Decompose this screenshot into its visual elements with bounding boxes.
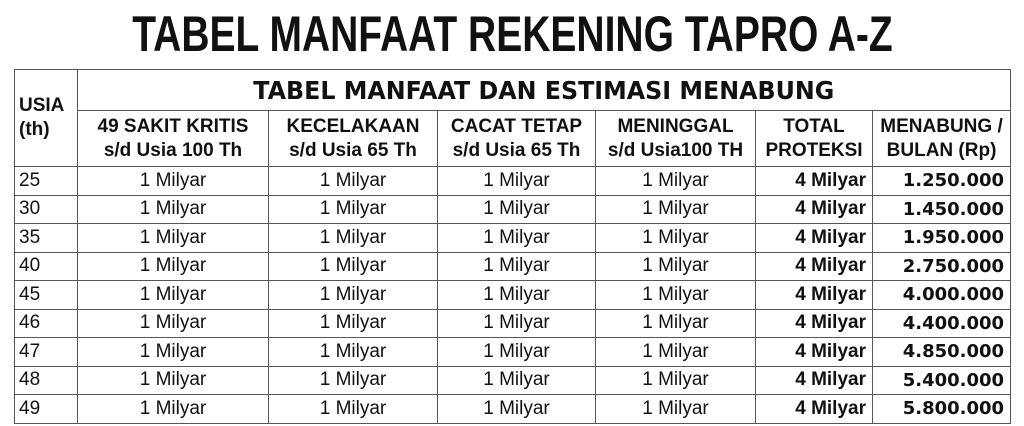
age-cell: 47	[14, 337, 78, 367]
column-header-line: TOTAL	[783, 115, 845, 137]
column-header-line: 49 SAKIT KRITIS	[97, 115, 249, 137]
monthly-saving-cell: 5.400.000	[871, 365, 1012, 395]
accident-cell: 1 Milyar	[268, 166, 438, 196]
total-protection-cell: 4 Milyar	[755, 365, 873, 395]
age-cell: 35	[14, 223, 78, 253]
age-cell: 49	[14, 394, 78, 424]
accident-cell: 1 Milyar	[268, 365, 438, 395]
column-header-line: s/d Usia 65 Th	[289, 139, 417, 161]
disability-cell: 1 Milyar	[437, 394, 596, 424]
column-header-line: s/d Usia 65 Th	[452, 139, 581, 161]
death-cell: 1 Milyar	[595, 166, 756, 196]
accident-cell: 1 Milyar	[268, 194, 438, 224]
monthly-saving-cell: 1.250.000	[871, 166, 1012, 196]
benefits-table: USIA (th) TABEL MANFAAT DAN ESTIMASI MEN…	[14, 69, 1012, 424]
column-header-line: s/d Usia100 TH	[607, 139, 744, 161]
table-row: 46 1 Milyar 1 Milyar 1 Milyar 1 Milyar 4 Mily…	[14, 308, 1012, 338]
critical-illness-cell: 1 Milyar	[77, 394, 269, 424]
death-cell: 1 Milyar	[595, 308, 756, 338]
disability-cell: 1 Milyar	[437, 251, 596, 281]
accident-cell: 1 Milyar	[268, 394, 438, 424]
table-row: 40 1 Milyar 1 Milyar 1 Milyar 1 Milyar 4 Mily…	[14, 251, 1012, 281]
column-header-monthly-saving: MENABUNG / BULAN (Rp)	[871, 110, 1012, 167]
monthly-saving-cell: 1.950.000	[871, 223, 1012, 253]
table-row: 48 1 Milyar 1 Milyar 1 Milyar 1 Milyar 4 Mily…	[14, 365, 1012, 395]
monthly-saving-cell: 1.450.000	[871, 194, 1012, 224]
total-protection-cell: 4 Milyar	[755, 223, 873, 253]
age-cell: 40	[14, 251, 78, 281]
table-row: 25 1 Milyar 1 Milyar 1 Milyar 1 Milyar 4 Mily…	[14, 166, 1012, 196]
monthly-saving-cell: 4.000.000	[871, 280, 1012, 310]
age-cell: 25	[14, 166, 78, 196]
monthly-saving-cell: 4.400.000	[871, 308, 1012, 338]
death-cell: 1 Milyar	[595, 280, 756, 310]
accident-cell: 1 Milyar	[268, 280, 438, 310]
death-cell: 1 Milyar	[595, 337, 756, 367]
accident-cell: 1 Milyar	[268, 337, 438, 367]
critical-illness-cell: 1 Milyar	[77, 308, 269, 338]
death-cell: 1 Milyar	[595, 251, 756, 281]
page-title-text: TABEL MANFAAT REKENING TAPRO A-Z	[131, 6, 893, 62]
monthly-saving-cell: 5.800.000	[871, 394, 1012, 424]
total-protection-cell: 4 Milyar	[755, 308, 873, 338]
total-protection-cell: 4 Milyar	[755, 337, 873, 367]
age-cell: 46	[14, 308, 78, 338]
disability-cell: 1 Milyar	[437, 166, 596, 196]
age-cell: 48	[14, 365, 78, 395]
monthly-saving-cell: 4.850.000	[871, 337, 1012, 367]
total-protection-cell: 4 Milyar	[755, 166, 873, 196]
column-header-line: CACAT TETAP	[450, 115, 583, 137]
age-header-line-1: USIA	[19, 95, 65, 116]
column-header-critical-illness: 49 SAKIT KRITIS s/d Usia 100 Th	[77, 110, 269, 167]
death-cell: 1 Milyar	[595, 394, 756, 424]
band-title: TABEL MANFAAT DAN ESTIMASI MENABUNG	[76, 69, 1012, 111]
age-header-line-2: (th)	[19, 119, 50, 140]
accident-cell: 1 Milyar	[268, 223, 438, 253]
column-header-disability: CACAT TETAP s/d Usia 65 Th	[437, 110, 596, 167]
column-header-line: s/d Usia 100 Th	[103, 139, 243, 161]
total-protection-cell: 4 Milyar	[755, 394, 873, 424]
column-header-line: BULAN (Rp)	[886, 139, 997, 161]
death-cell: 1 Milyar	[595, 365, 756, 395]
critical-illness-cell: 1 Milyar	[77, 251, 269, 281]
table-row: 45 1 Milyar 1 Milyar 1 Milyar 1 Milyar 4 Mily…	[14, 280, 1012, 310]
column-header-total-protection: TOTAL PROTEKSI	[755, 110, 873, 167]
age-cell: 45	[14, 280, 78, 310]
total-protection-cell: 4 Milyar	[755, 251, 873, 281]
critical-illness-cell: 1 Milyar	[77, 365, 269, 395]
disability-cell: 1 Milyar	[437, 280, 596, 310]
critical-illness-cell: 1 Milyar	[77, 280, 269, 310]
death-cell: 1 Milyar	[595, 194, 756, 224]
age-header: USIA (th)	[14, 69, 78, 167]
critical-illness-cell: 1 Milyar	[77, 337, 269, 367]
disability-cell: 1 Milyar	[437, 308, 596, 338]
table-row: 47 1 Milyar 1 Milyar 1 Milyar 1 Milyar 4 Mily…	[14, 337, 1012, 367]
column-header-line: KECELAKAAN	[286, 115, 420, 137]
column-header-accident: KECELAKAAN s/d Usia 65 Th	[268, 110, 438, 167]
disability-cell: 1 Milyar	[437, 194, 596, 224]
table-row: 49 1 Milyar 1 Milyar 1 Milyar 1 Milyar 4 Mily…	[14, 394, 1012, 424]
band-title-text: TABEL MANFAAT DAN ESTIMASI MENABUNG	[253, 75, 835, 105]
age-cell: 30	[14, 194, 78, 224]
critical-illness-cell: 1 Milyar	[77, 166, 269, 196]
column-header-line: PROTEKSI	[765, 139, 863, 161]
table-row: 30 1 Milyar 1 Milyar 1 Milyar 1 Milyar 4 Mily…	[14, 194, 1012, 224]
disability-cell: 1 Milyar	[437, 223, 596, 253]
table-row: 35 1 Milyar 1 Milyar 1 Milyar 1 Milyar 4 Mily…	[14, 223, 1012, 253]
monthly-saving-cell: 2.750.000	[871, 251, 1012, 281]
death-cell: 1 Milyar	[595, 223, 756, 253]
critical-illness-cell: 1 Milyar	[77, 194, 269, 224]
column-header-line: MENABUNG /	[880, 115, 1003, 137]
page-title: TABEL MANFAAT REKENING TAPRO A-Z	[0, 4, 1024, 64]
disability-cell: 1 Milyar	[437, 337, 596, 367]
total-protection-cell: 4 Milyar	[755, 194, 873, 224]
column-header-death: MENINGGAL s/d Usia100 TH	[595, 110, 756, 167]
critical-illness-cell: 1 Milyar	[77, 223, 269, 253]
disability-cell: 1 Milyar	[437, 365, 596, 395]
column-header-line: MENINGGAL	[617, 115, 734, 137]
accident-cell: 1 Milyar	[268, 251, 438, 281]
accident-cell: 1 Milyar	[268, 308, 438, 338]
total-protection-cell: 4 Milyar	[755, 280, 873, 310]
